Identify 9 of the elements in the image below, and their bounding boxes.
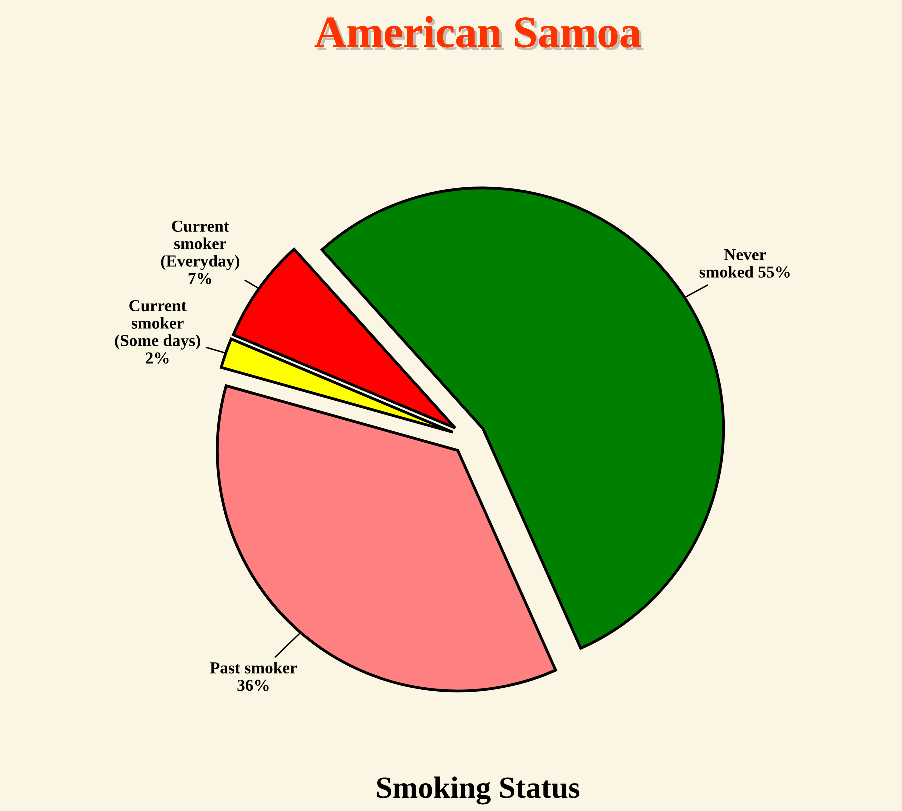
legend-label: Past smoker — [210, 662, 298, 674]
chart-title: American Samoa — [314, 16, 644, 50]
data-label: 7% — [188, 273, 212, 284]
text: Smoking Status — [377, 776, 580, 805]
slice-label: Current smoker (Everyday) — [161, 220, 240, 270]
data-label: 36% — [238, 680, 269, 692]
data-label: 2% — [146, 352, 169, 364]
slice-label: Never smoked 55% — [700, 249, 790, 278]
slice-label: Current smoker (Some days) — [115, 300, 200, 350]
